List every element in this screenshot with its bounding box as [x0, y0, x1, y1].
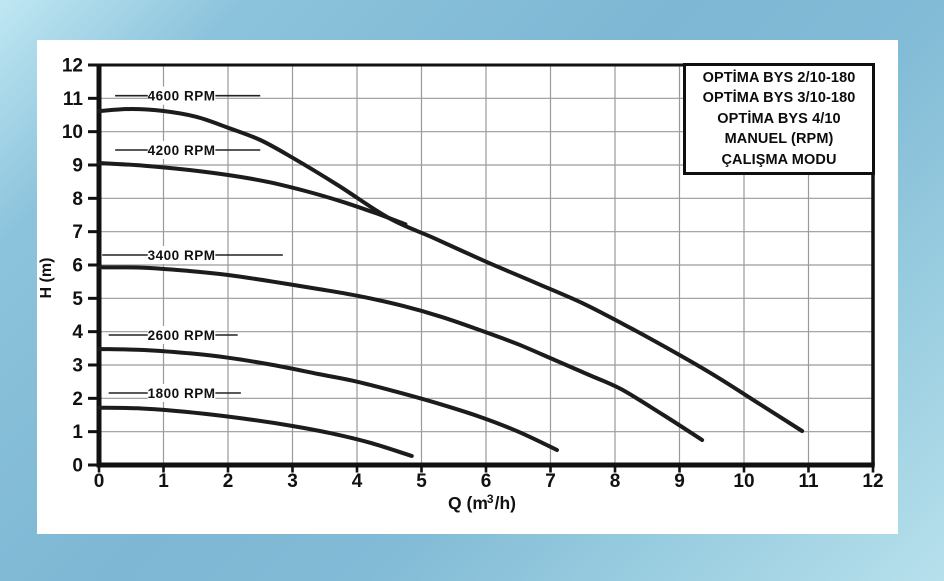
- y-tick-label: 9: [72, 156, 83, 177]
- x-tick-label: 1: [158, 471, 169, 492]
- y-tick-label: 1: [72, 422, 83, 443]
- x-tick-label: 8: [610, 471, 621, 492]
- curve-1800-rpm: [97, 405, 414, 458]
- legend-line-mode-1: MANUEL (RPM): [724, 131, 834, 148]
- y-tick-label: 8: [72, 189, 83, 210]
- x-tick-label: 11: [798, 471, 819, 492]
- y-tick-label: 6: [72, 256, 83, 277]
- curve-2600-rpm: [97, 347, 559, 452]
- y-axis-title: H (m): [38, 257, 55, 299]
- y-tick-label: 10: [62, 122, 83, 143]
- y-tick-label: 5: [72, 289, 83, 310]
- legend-line-model-2: OPTİMA BYS 3/10-180: [702, 90, 856, 107]
- rpm-label: 3400 RPM: [148, 248, 216, 263]
- rpm-label-bg: [147, 86, 216, 105]
- x-tick-label: 2: [223, 471, 234, 492]
- y-tick-label: 2: [72, 389, 83, 410]
- curve-4600-rpm: [97, 107, 805, 433]
- y-tick-label: 7: [72, 222, 83, 243]
- rpm-label: 4600 RPM: [148, 88, 216, 103]
- x-tick-label: 10: [733, 471, 754, 492]
- rpm-label-bg: [147, 384, 216, 402]
- x-tick-label: 4: [352, 471, 363, 492]
- chart-panel: 0 1 2 3 4 5 6 7 8 9 10 11 12 0 1 2 3 4 5 6 7 8 9 10 11 12 4600 RPM…: [37, 40, 898, 534]
- legend-line-mode-2: ÇALIŞMA MODU: [721, 151, 837, 168]
- rpm-label-bg: [147, 246, 216, 264]
- x-tick-label: 7: [545, 471, 556, 492]
- curve-3400-rpm: [97, 265, 705, 442]
- x-axis-title-post: /h): [494, 492, 516, 513]
- x-tick-label: 0: [94, 471, 105, 492]
- y-tick-label: 11: [63, 89, 84, 110]
- rpm-label: 2600 RPM: [148, 328, 216, 343]
- y-tick-label: 4: [72, 322, 83, 343]
- legend-line-model-3: OPTİMA BYS 4/10: [717, 110, 841, 127]
- rpm-label-bg: [147, 326, 216, 344]
- x-axis-title-sup: 3: [486, 492, 494, 506]
- x-tick-label: 3: [287, 471, 298, 492]
- rpm-label: 1800 RPM: [148, 386, 216, 401]
- x-tick-label: 5: [416, 471, 427, 492]
- y-tick-label: 0: [72, 456, 83, 477]
- rpm-label-bg: [147, 141, 216, 159]
- legend-box: OPTİMA BYS 2/10-180 OPTİMA BYS 3/10-180 …: [683, 63, 875, 175]
- x-tick-label: 9: [674, 471, 685, 492]
- x-axis-title-pre: Q (m: [448, 492, 488, 513]
- x-tick-label: 12: [862, 471, 883, 492]
- y-tick-label: 3: [72, 356, 83, 377]
- x-tick-label: 6: [481, 471, 492, 492]
- curve-4200-rpm: [97, 161, 408, 227]
- x-axis-title: Q (m3/h): [417, 491, 547, 513]
- legend-line-model-1: OPTİMA BYS 2/10-180: [702, 69, 856, 86]
- rpm-label: 4200 RPM: [148, 143, 216, 158]
- y-tick-label: 12: [62, 56, 83, 77]
